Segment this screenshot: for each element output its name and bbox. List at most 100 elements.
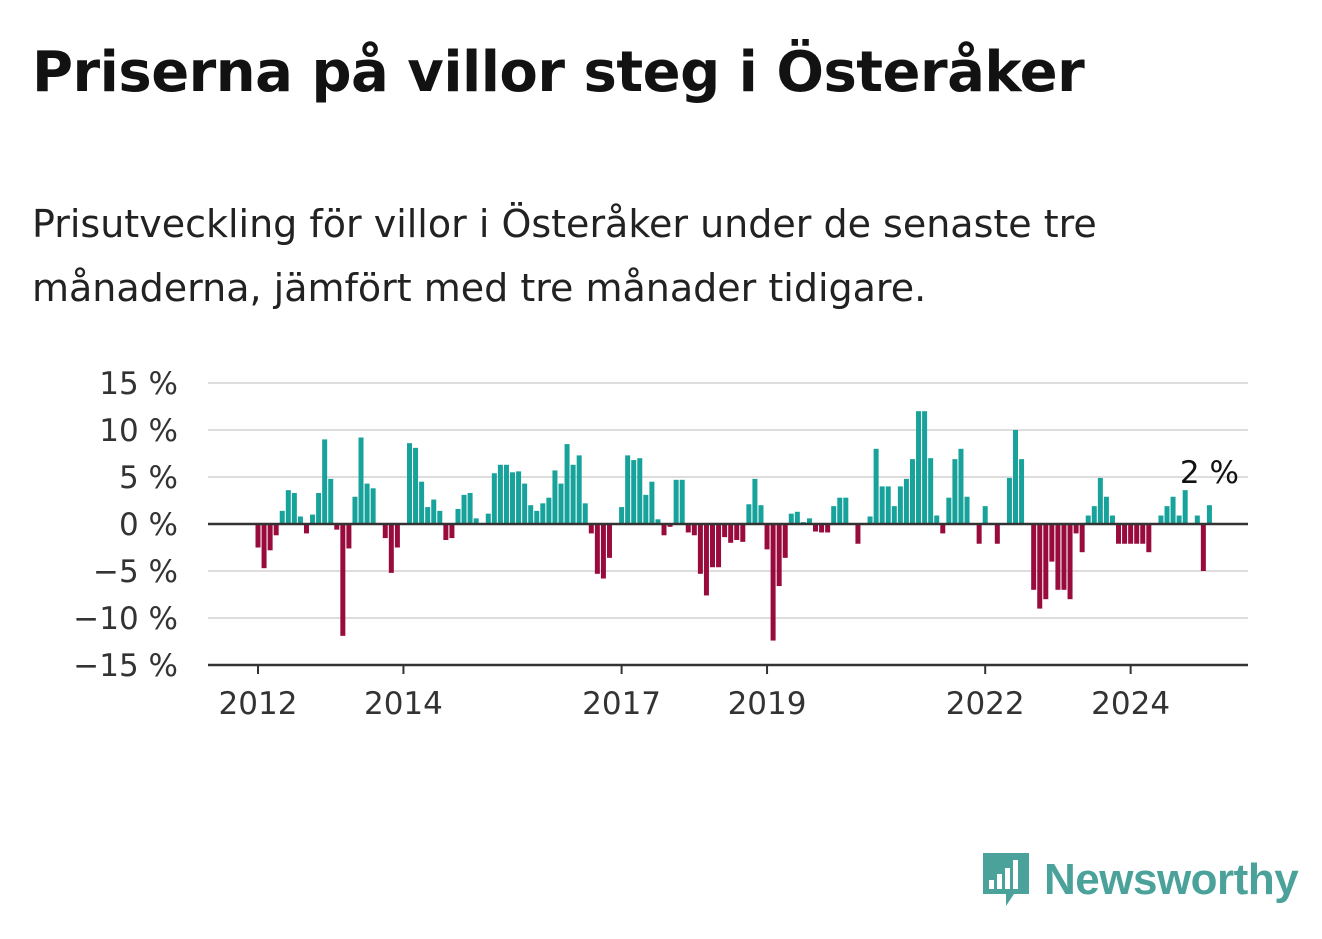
bar bbox=[722, 524, 728, 538]
bar bbox=[564, 444, 570, 524]
bar bbox=[576, 455, 582, 524]
bar bbox=[716, 524, 722, 568]
bar bbox=[491, 473, 497, 524]
bar bbox=[879, 486, 885, 524]
bar bbox=[667, 524, 673, 527]
bar bbox=[728, 524, 734, 543]
bar bbox=[679, 479, 685, 524]
bar bbox=[352, 496, 358, 524]
bar bbox=[358, 437, 364, 524]
bar bbox=[637, 458, 643, 524]
bar bbox=[497, 464, 503, 524]
bar bbox=[1194, 515, 1200, 524]
bar bbox=[946, 497, 952, 524]
bar bbox=[619, 507, 625, 524]
bar bbox=[1037, 524, 1043, 609]
bar bbox=[710, 524, 715, 568]
chart-title: Priserna på villor steg i Österåker bbox=[32, 40, 1085, 105]
bar bbox=[746, 504, 752, 524]
bar bbox=[843, 497, 849, 524]
newsworthy-logo: Newsworthy bbox=[980, 850, 1299, 910]
bar bbox=[922, 411, 928, 524]
bar bbox=[431, 499, 437, 524]
bar bbox=[473, 518, 479, 524]
bar bbox=[1055, 524, 1061, 590]
bar bbox=[316, 492, 322, 524]
bar bbox=[1176, 515, 1182, 524]
bar bbox=[752, 478, 758, 524]
bar bbox=[522, 483, 528, 524]
y-tick-label: −15 % bbox=[73, 648, 178, 684]
bar bbox=[1206, 505, 1212, 524]
bar bbox=[328, 478, 334, 524]
bar bbox=[322, 439, 328, 524]
bar bbox=[806, 518, 812, 524]
bar bbox=[649, 481, 655, 524]
bar bbox=[310, 514, 316, 524]
bar bbox=[467, 492, 473, 524]
bar bbox=[443, 524, 449, 540]
bar bbox=[485, 513, 491, 524]
y-axis-ticks: 15 % 10 % 5 % 0 % −5 % −10 % −15 % bbox=[73, 366, 178, 684]
bars bbox=[255, 411, 1212, 641]
bar bbox=[770, 524, 776, 641]
bar bbox=[546, 497, 552, 524]
y-tick-label: 15 % bbox=[99, 366, 178, 402]
x-tick-label: 2017 bbox=[582, 686, 661, 722]
y-tick-label: 0 % bbox=[119, 507, 178, 543]
bar bbox=[582, 503, 588, 524]
bar bbox=[1134, 524, 1140, 544]
bar bbox=[382, 524, 388, 539]
bar bbox=[867, 516, 873, 524]
latest-value-label: 2 % bbox=[1180, 455, 1239, 491]
bar bbox=[825, 524, 831, 533]
x-axis-ticks: 2012 2014 2017 2019 2022 2024 bbox=[219, 665, 1170, 722]
bar bbox=[855, 524, 861, 544]
bar bbox=[982, 506, 988, 524]
bar bbox=[552, 470, 558, 524]
bar bbox=[261, 524, 267, 569]
bar bbox=[897, 486, 903, 524]
bar bbox=[1013, 430, 1018, 524]
bar bbox=[1200, 524, 1206, 571]
bar bbox=[891, 506, 897, 524]
x-tick-label: 2022 bbox=[946, 686, 1025, 722]
bar bbox=[1182, 490, 1188, 524]
bar bbox=[370, 488, 376, 524]
bar bbox=[903, 478, 909, 524]
bar bbox=[419, 481, 425, 524]
bar bbox=[461, 494, 467, 524]
bar bbox=[570, 464, 576, 524]
bar bbox=[958, 448, 964, 524]
logo-text: Newsworthy bbox=[1044, 855, 1299, 904]
bar bbox=[1103, 496, 1109, 524]
bar bbox=[703, 524, 709, 596]
x-tick-label: 2014 bbox=[364, 686, 443, 722]
bar bbox=[394, 524, 400, 548]
bar bbox=[788, 513, 794, 524]
bar bbox=[388, 524, 394, 573]
bar bbox=[1116, 524, 1122, 544]
bar bbox=[1170, 496, 1176, 524]
bar bbox=[643, 494, 649, 524]
bar bbox=[528, 505, 534, 524]
bar-chart-speech-bubble-icon bbox=[983, 853, 1029, 906]
axes bbox=[208, 522, 1248, 667]
bar bbox=[964, 496, 970, 524]
bar bbox=[1031, 524, 1037, 590]
bar bbox=[297, 516, 303, 524]
y-tick-label: −5 % bbox=[93, 554, 178, 590]
bar-chart: 15 %10 %5 %0 %−5 %−10 %−15 % 2012 2014 201… bbox=[73, 366, 1248, 722]
bar bbox=[1061, 524, 1067, 590]
bar bbox=[916, 411, 922, 524]
bar bbox=[1079, 524, 1085, 553]
bar bbox=[1146, 524, 1152, 553]
bar bbox=[625, 455, 631, 524]
bar bbox=[1085, 515, 1091, 524]
bar bbox=[291, 492, 297, 524]
bar bbox=[588, 524, 594, 534]
bar bbox=[631, 460, 637, 524]
bar bbox=[685, 524, 691, 533]
bar bbox=[1109, 515, 1115, 524]
bar bbox=[794, 511, 800, 524]
